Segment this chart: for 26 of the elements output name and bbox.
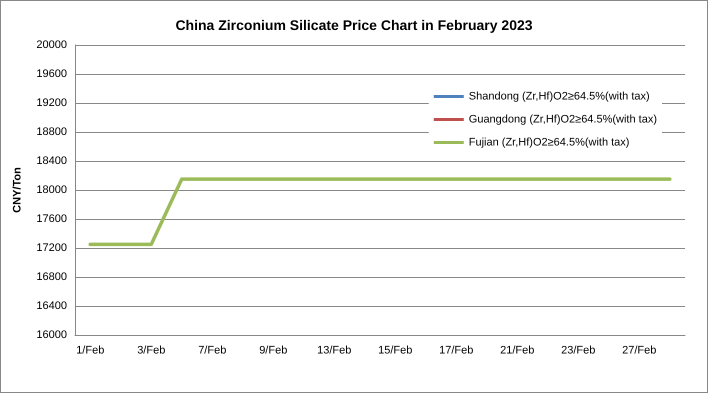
chart-title: China Zirconium Silicate Price Chart in February 2023 (175, 17, 533, 33)
y-tick-label: 18400 (36, 155, 67, 167)
y-tick-label: 16800 (36, 271, 67, 283)
y-tick-label: 18800 (36, 126, 67, 138)
y-tick-label: 19600 (36, 68, 67, 80)
y-tick-label: 17600 (36, 213, 67, 225)
legend-label: Shandong (Zr,Hf)O2≥64.5%(with tax) (468, 90, 650, 102)
x-tick-label: 1/Feb (76, 344, 104, 356)
y-tick-label: 16000 (36, 329, 67, 341)
x-tick-label: 23/Feb (561, 344, 596, 356)
x-tick-label: 3/Feb (137, 344, 166, 356)
y-tick-label: 16400 (36, 300, 67, 312)
legend-label: Guangdong (Zr,Hf)O2≥64.5%(with tax) (468, 114, 658, 126)
x-tick-label: 9/Feb (259, 344, 288, 356)
x-tick-label: 21/Feb (500, 344, 534, 356)
y-tick-label: 20000 (36, 39, 67, 51)
y-tick-label: 19200 (36, 97, 67, 109)
x-tick-label: 17/Feb (439, 344, 474, 356)
x-tick-label: 13/Feb (317, 344, 352, 356)
x-tick-label: 15/Feb (378, 344, 412, 356)
legend-label: Fujian (Zr,Hf)O2≥64.5%(with tax) (468, 136, 630, 148)
y-tick-label: 18000 (36, 184, 67, 196)
y-tick-label: 17200 (36, 242, 67, 254)
x-tick-label: 27/Feb (622, 344, 656, 356)
x-tick-label: 7/Feb (198, 344, 226, 356)
y-axis-title: CNY/Ton (12, 166, 24, 213)
